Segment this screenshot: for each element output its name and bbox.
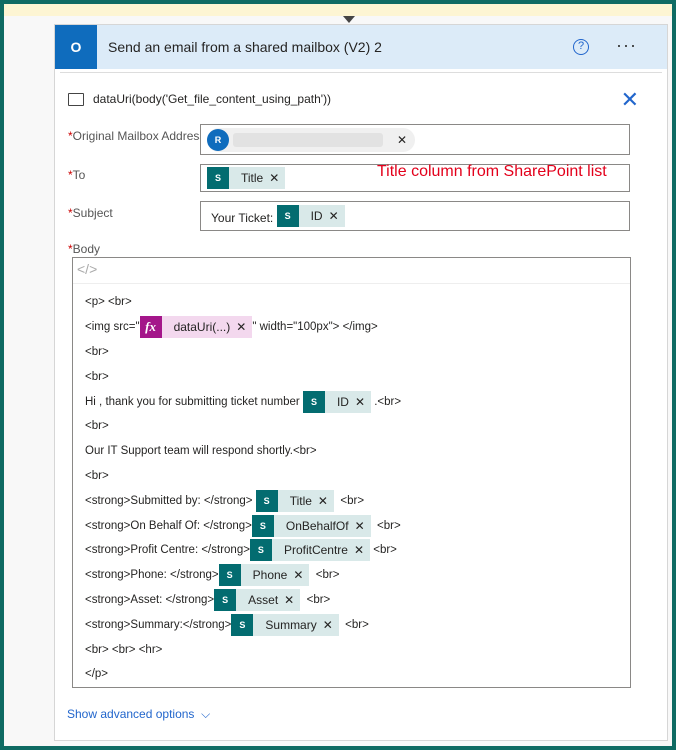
body-line: <strong>Profit Centre: </strong> S ProfitC… xyxy=(85,538,618,563)
dynamic-content-token[interactable]: S Summary ✕ xyxy=(231,613,339,636)
body-line: <br> xyxy=(85,345,109,358)
close-icon[interactable]: ✕ xyxy=(620,87,639,112)
remove-icon[interactable]: ✕ xyxy=(353,543,365,558)
expression-text: dataUri(body('Get_file_content_using_pat… xyxy=(93,92,332,106)
sharepoint-icon: S xyxy=(249,539,272,562)
mailbox-person-token: R ✕ xyxy=(207,127,416,152)
sharepoint-icon: S xyxy=(251,514,274,537)
body-line: <p> <br> xyxy=(85,296,132,309)
dynamic-content-token[interactable]: S ID ✕ xyxy=(302,390,372,413)
body-line: <br> xyxy=(85,370,109,383)
dynamic-content-token[interactable]: S OnBehalfOf ✕ xyxy=(251,514,371,537)
to-field[interactable]: S Title ✕ xyxy=(200,164,630,192)
action-card: O Send an email from a shared mailbox (V… xyxy=(54,24,668,741)
remove-icon[interactable]: ✕ xyxy=(269,171,280,185)
dynamic-content-token[interactable]: S Phone ✕ xyxy=(218,564,310,587)
outlook-icon: O xyxy=(55,25,97,69)
body-line: <strong>Phone: </strong> S Phone ✕ <br> xyxy=(85,563,618,588)
canvas: O Send an email from a shared mailbox (V… xyxy=(4,4,672,746)
sharepoint-icon: S xyxy=(214,588,237,611)
comment-icon xyxy=(68,92,84,106)
sharepoint-icon: S xyxy=(302,390,325,413)
dynamic-content-token[interactable]: S Asset ✕ xyxy=(214,588,301,611)
sharepoint-icon: S xyxy=(207,167,229,189)
body-line: Hi , thank you for submitting ticket num… xyxy=(85,389,618,414)
subject-label: *Subject xyxy=(68,206,113,220)
body-line: <strong>Asset: </strong> S Asset ✕ <br> xyxy=(85,588,618,613)
show-advanced-options-link[interactable]: Show advanced options ⌵ xyxy=(67,707,211,721)
body-line: <img src=" fx dataUri(...) ✕ " width="100px"… xyxy=(85,315,618,340)
sharepoint-icon: S xyxy=(255,489,278,512)
to-label: *To xyxy=(68,168,86,182)
expression-token[interactable]: fx dataUri(...) ✕ xyxy=(139,316,253,339)
avatar: R xyxy=(207,128,229,151)
sharepoint-icon: S xyxy=(231,613,254,636)
remove-icon[interactable]: ✕ xyxy=(236,320,247,335)
code-view-icon[interactable]: </> xyxy=(73,258,630,284)
remove-icon[interactable]: ✕ xyxy=(293,568,304,583)
remove-icon[interactable]: ✕ xyxy=(317,493,328,508)
remove-icon[interactable]: ✕ xyxy=(322,617,333,632)
body-line: <strong>Submitted by: </strong> S Title ✕ … xyxy=(85,488,618,513)
body-line: <br> <br> <hr> xyxy=(85,643,163,656)
more-options-icon[interactable]: ··· xyxy=(616,35,637,55)
body-line: </p> xyxy=(85,668,109,681)
help-icon[interactable]: ? xyxy=(573,39,589,55)
dynamic-content-token[interactable]: S ProfitCentre ✕ xyxy=(249,539,371,562)
card-title: Send an email from a shared mailbox (V2)… xyxy=(108,39,382,55)
body-label: *Body xyxy=(68,242,101,256)
subject-prefix: Your Ticket: xyxy=(211,211,277,225)
body-line: <strong>Summary:</strong> S Summary ✕ <br> xyxy=(85,612,618,637)
title-token[interactable]: S Title ✕ xyxy=(207,167,286,189)
dynamic-content-token[interactable]: S Title ✕ xyxy=(255,489,334,512)
card-header[interactable]: O Send an email from a shared mailbox (V… xyxy=(55,25,667,69)
flow-arrow-icon xyxy=(343,16,355,23)
sharepoint-icon: S xyxy=(276,205,299,227)
remove-icon[interactable]: ✕ xyxy=(284,592,295,607)
body-line: <strong>On Behalf Of: </strong> S OnBehalf… xyxy=(85,513,618,538)
fx-icon: fx xyxy=(139,316,162,339)
remove-icon[interactable]: ✕ xyxy=(328,209,339,223)
remove-icon[interactable]: ✕ xyxy=(397,132,408,147)
expression-preview: dataUri(body('Get_file_content_using_pat… xyxy=(68,92,331,106)
remove-icon[interactable]: ✕ xyxy=(354,394,366,409)
body-editor[interactable]: </> <p> <br> <img src=" fx dataUri(...) ✕ " w… xyxy=(72,257,631,688)
subject-field[interactable]: Your Ticket: S ID ✕ xyxy=(200,201,630,231)
body-line: <br> xyxy=(85,469,109,482)
mailbox-field[interactable]: R ✕ xyxy=(200,124,630,155)
remove-icon[interactable]: ✕ xyxy=(354,518,365,533)
annotation: Title column from SharePoint list xyxy=(377,163,607,180)
body-line: Our IT Support team will respond shortly… xyxy=(85,445,317,458)
id-token[interactable]: S ID ✕ xyxy=(276,205,345,227)
body-line: <br> xyxy=(85,420,109,433)
divider xyxy=(60,72,662,73)
previous-step-strip xyxy=(4,4,672,16)
redacted-email xyxy=(233,132,383,147)
mailbox-label: *Original Mailbox Address xyxy=(68,129,206,143)
sharepoint-icon: S xyxy=(218,564,241,587)
